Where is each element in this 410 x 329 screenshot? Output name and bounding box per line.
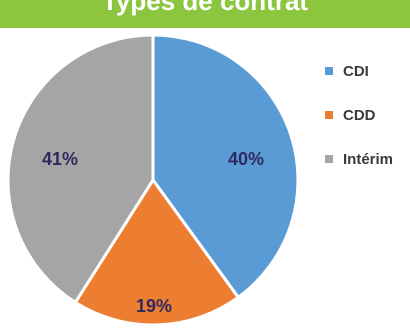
legend-item-cdi: CDI xyxy=(325,60,393,82)
legend-swatch-cdi xyxy=(325,67,333,75)
legend: CDI CDD Intérim xyxy=(325,60,393,192)
pie-slice-cdd xyxy=(73,177,241,327)
legend-swatch-interim xyxy=(325,155,333,163)
legend-label-interim: Intérim xyxy=(343,150,394,168)
legend-swatch-cdd xyxy=(325,111,333,119)
pie-slice-cdi xyxy=(151,33,300,300)
pie-slice-interim xyxy=(6,33,155,305)
legend-item-cdd: CDD xyxy=(325,104,393,126)
title-bar: Types de contrat xyxy=(0,0,410,28)
slice-label-cdd: 19% xyxy=(136,296,172,316)
legend-label-cdd: CDD xyxy=(343,106,376,124)
slice-label-interim: 41% xyxy=(42,149,78,169)
chart-title: Types de contrat xyxy=(101,0,309,16)
slice-label-cdi: 40% xyxy=(228,149,264,169)
legend-label-cdi: CDI xyxy=(343,62,369,80)
legend-item-interim: Intérim xyxy=(325,148,393,170)
